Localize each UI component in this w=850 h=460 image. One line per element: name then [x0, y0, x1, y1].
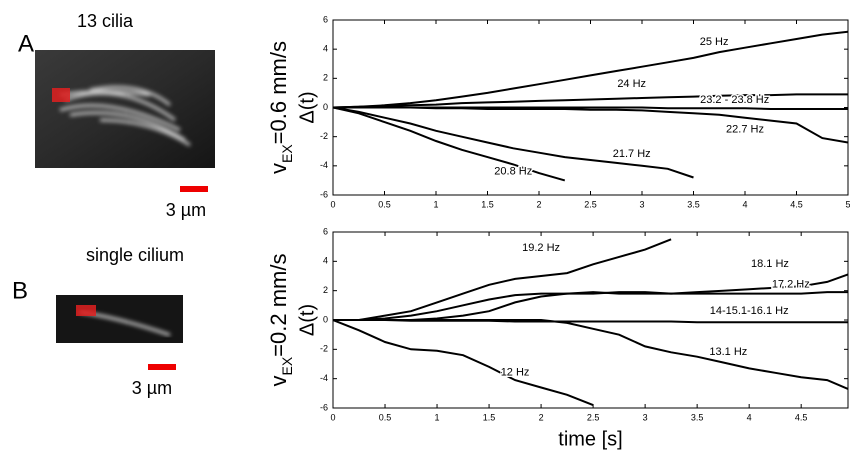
line-annotation: 25 Hz — [700, 36, 729, 48]
y-tick-label: 6 — [323, 226, 328, 236]
line-annotation: 18.1 Hz — [751, 258, 789, 270]
y-label-subscript: EX — [279, 356, 295, 375]
x-tick-label: 0.5 — [379, 412, 392, 422]
y-label-symbol: v — [266, 163, 291, 174]
line-annotation: 23.2 - 23.8 Hz — [700, 94, 769, 106]
data-line — [333, 273, 848, 321]
data-line — [333, 93, 848, 109]
micrograph — [35, 50, 215, 168]
scale-label: 3 µm — [166, 200, 206, 220]
y-label-value: =0.2 mm/s — [266, 254, 291, 357]
line-annotation: 12 Hz — [501, 367, 530, 379]
y-tick-label: 6 — [323, 14, 328, 24]
x-tick-label: 0 — [330, 199, 335, 209]
x-tick-label: 4 — [747, 412, 752, 422]
y-tick-label: 4 — [323, 256, 328, 266]
y-tick-label: -6 — [320, 189, 328, 199]
y-tick-label: -4 — [320, 160, 328, 170]
data-line — [333, 30, 848, 109]
x-tick-label: 2 — [539, 412, 544, 422]
x-tick-label: 3.5 — [687, 199, 700, 209]
data-line — [333, 319, 594, 407]
scale-bar — [148, 364, 176, 370]
line-annotation: 14-15.1-16.1 Hz — [710, 305, 789, 317]
y-axis-label: vEX=0.6 mm/s — [266, 41, 295, 174]
y-tick-label: -6 — [320, 402, 328, 412]
line-annotation: 21.7 Hz — [613, 148, 651, 160]
line-annotation: 17.2 Hz — [772, 279, 810, 291]
data-line — [333, 106, 694, 179]
x-tick-label: 1.5 — [481, 199, 494, 209]
data-line — [333, 319, 848, 390]
x-tick-label: 3 — [643, 412, 648, 422]
y-tick-label: -4 — [320, 373, 328, 383]
line-annotation: 20.8 Hz — [494, 166, 532, 178]
x-tick-label: 4.5 — [795, 412, 808, 422]
y-tick-label: 2 — [323, 285, 328, 295]
y-tick-label: -2 — [320, 131, 328, 141]
panel-caption: 13 cilia — [77, 11, 134, 31]
data-line — [333, 106, 848, 144]
y-tick-label: 0 — [323, 102, 328, 112]
x-axis-label: time [s] — [558, 428, 622, 450]
y-axis-label: vEX=0.2 mm/s — [266, 254, 295, 387]
scale-label: 3 µm — [132, 378, 172, 398]
x-tick-label: 5 — [845, 199, 850, 209]
x-tick-label: 4.5 — [790, 199, 803, 209]
panel-letter: A — [18, 30, 34, 57]
scale-bar — [180, 186, 208, 192]
x-tick-label: 2.5 — [587, 412, 600, 422]
x-tick-label: 0.5 — [378, 199, 391, 209]
micrograph — [56, 295, 183, 343]
line-annotation: 13.1 Hz — [709, 346, 747, 358]
panel-letter: B — [12, 277, 28, 304]
y-tick-label: 4 — [323, 44, 328, 54]
data-line — [333, 106, 566, 182]
x-tick-label: 1 — [435, 412, 440, 422]
line-annotation: 24 Hz — [617, 78, 646, 90]
panel-caption: single cilium — [86, 245, 184, 265]
y-axis-label: Δ(t) — [296, 91, 318, 123]
x-tick-label: 3 — [639, 199, 644, 209]
data-line — [333, 238, 672, 321]
x-tick-label: 2.5 — [584, 199, 597, 209]
y-label-symbol: v — [266, 376, 291, 387]
y-tick-label: -2 — [320, 344, 328, 354]
y-axis-label: Δ(t) — [296, 304, 318, 336]
y-tick-label: 2 — [323, 73, 328, 83]
x-tick-label: 1.5 — [483, 412, 496, 422]
x-tick-label: 2 — [536, 199, 541, 209]
x-tick-label: 0 — [330, 412, 335, 422]
y-tick-label: 0 — [323, 314, 328, 324]
line-annotation: 19.2 Hz — [522, 242, 560, 254]
x-tick-label: 3.5 — [691, 412, 704, 422]
y-label-subscript: EX — [279, 144, 295, 163]
x-tick-label: 4 — [742, 199, 747, 209]
x-tick-label: 1 — [433, 199, 438, 209]
line-annotation: 22.7 Hz — [726, 123, 764, 135]
y-label-value: =0.6 mm/s — [266, 41, 291, 144]
